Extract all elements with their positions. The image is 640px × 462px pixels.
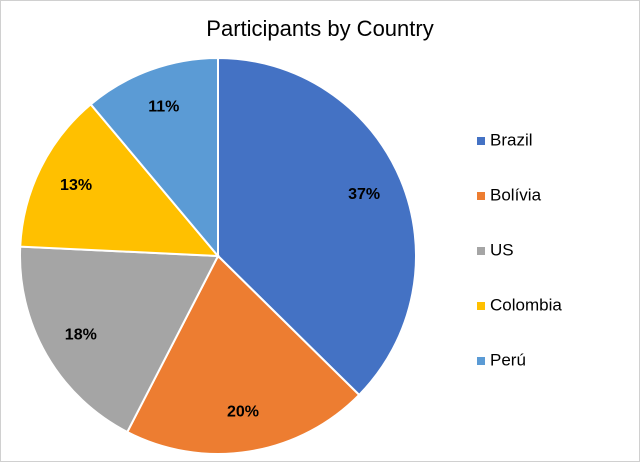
legend-marker (477, 192, 485, 200)
pie-slice (89, 56, 219, 259)
legend-marker (477, 247, 485, 255)
data-label: 13% (60, 177, 92, 194)
pie-slice (19, 102, 221, 258)
legend-marker (477, 302, 485, 310)
legend-marker (477, 137, 485, 145)
legend-label: Bolívia (490, 185, 542, 204)
legend-label: US (490, 240, 514, 259)
pie-slice (125, 254, 361, 455)
chart-title: Participants by Country (206, 16, 433, 41)
legend-label: Perú (490, 350, 526, 369)
data-label: 37% (348, 186, 380, 203)
legend-label: Brazil (490, 130, 533, 149)
pie-slice (19, 245, 220, 434)
data-label: 18% (65, 326, 97, 343)
pie-slice (217, 56, 417, 397)
data-label: 20% (227, 404, 259, 421)
legend-label: Colombia (490, 295, 562, 314)
legend-marker (477, 357, 485, 365)
data-label: 11% (148, 98, 179, 115)
